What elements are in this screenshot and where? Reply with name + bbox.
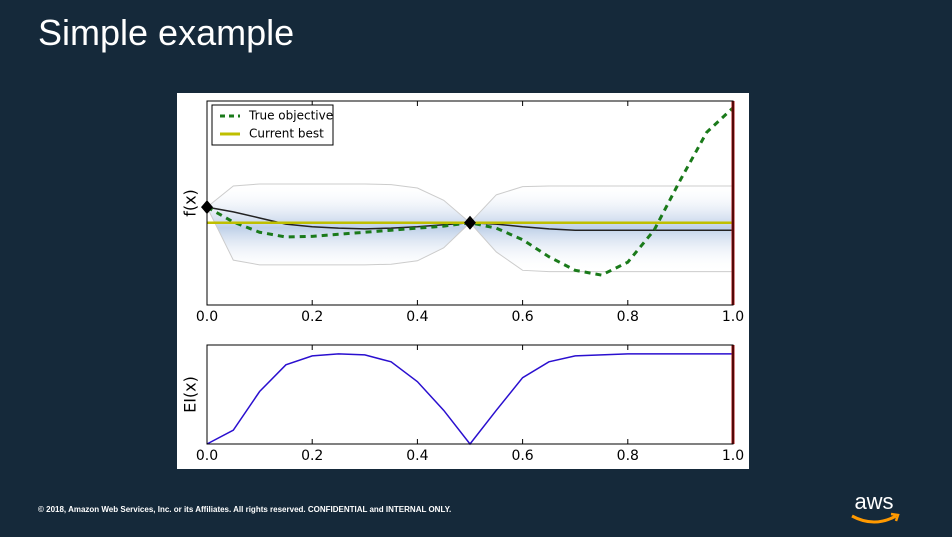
legend-label: Current best: [249, 127, 324, 141]
x-tick-label: 1.0: [722, 448, 744, 464]
legend-label: True objective: [248, 109, 333, 123]
x-tick-label: 0.2: [301, 448, 323, 464]
series-line: [206, 353, 733, 446]
x-tick-label: 1.0: [722, 309, 744, 325]
chart-panel: [177, 93, 749, 469]
x-tick-label: 0.8: [617, 448, 639, 464]
legend-box: [211, 104, 334, 146]
slide-title: Simple example: [38, 12, 295, 53]
logo-smile: [851, 514, 897, 524]
x-tick-label: 0.2: [301, 309, 323, 325]
y-axis-label: EI(x): [181, 376, 200, 413]
x-tick-label: 0.6: [511, 448, 533, 464]
x-tick-label: 0.4: [406, 448, 428, 464]
axes-frame: [206, 344, 734, 445]
x-tick-label: 0.4: [406, 309, 428, 325]
uncertainty-band: [207, 183, 733, 272]
footer: © 2018, Amazon Web Services, Inc. or its…: [38, 505, 452, 514]
x-tick-label: 0.0: [196, 309, 218, 325]
logo-arrow: [890, 512, 900, 522]
observation: [464, 215, 476, 230]
y-axis-label: f(x): [181, 189, 200, 217]
x-tick-label: 0.0: [196, 448, 218, 464]
axes-frame: [206, 100, 734, 306]
aws-logo: aws: [851, 489, 900, 524]
logo-text: aws: [854, 489, 893, 514]
x-tick-label: 0.8: [617, 309, 639, 325]
x-tick-label: 0.6: [511, 309, 533, 325]
